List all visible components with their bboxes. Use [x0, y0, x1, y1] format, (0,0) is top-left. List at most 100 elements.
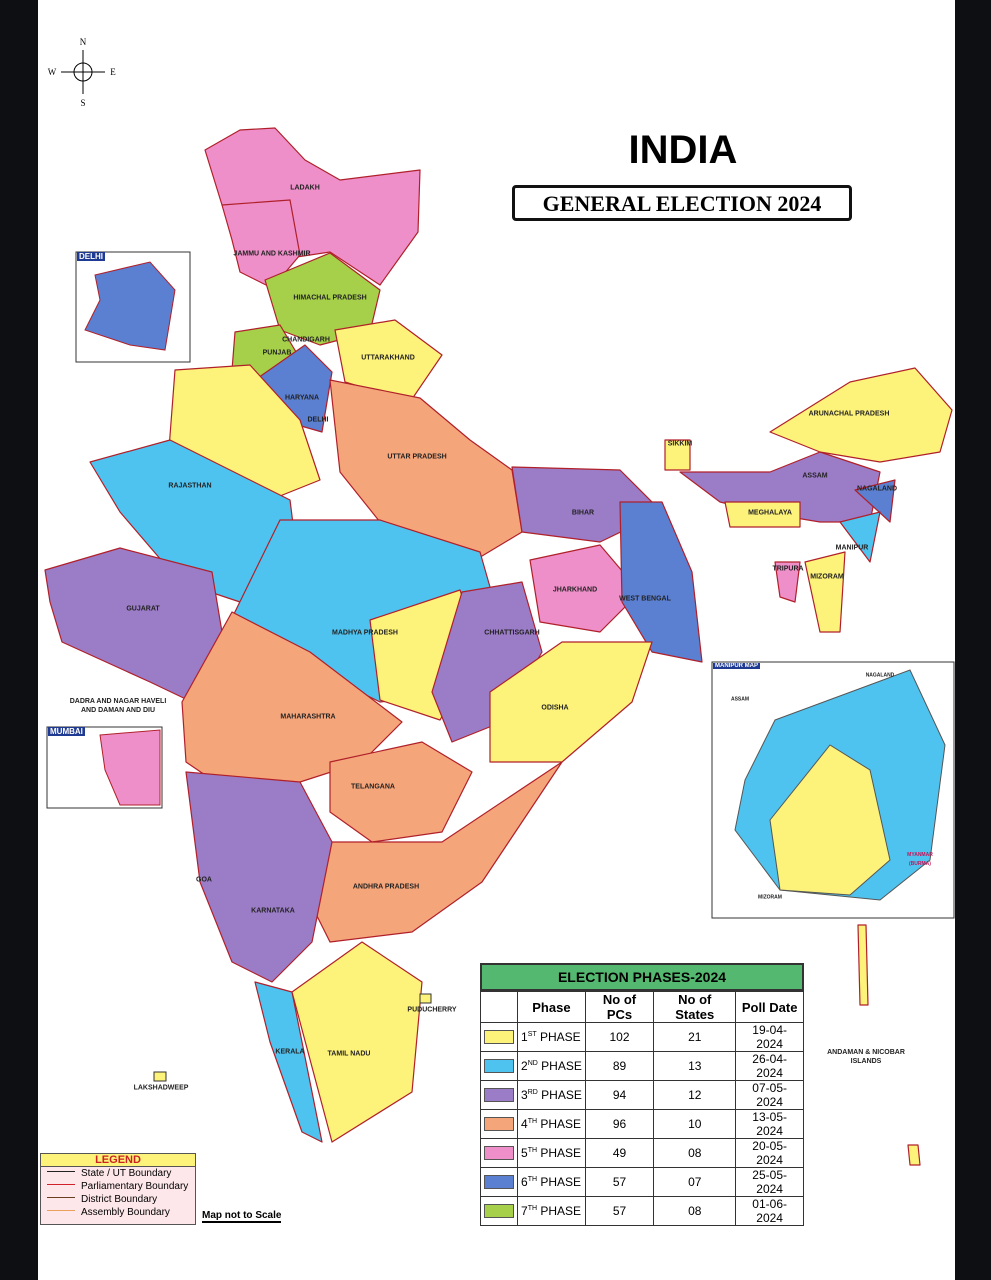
state-label: NAGALAND [856, 485, 898, 493]
state-label: BIHAR [571, 509, 595, 517]
legend-label: State / UT Boundary [81, 1168, 172, 1179]
swatch [484, 1175, 514, 1190]
state-label: HIMACHAL PRADESH [293, 294, 367, 302]
phase-cell: 7TH PHASE [517, 1196, 586, 1226]
state-label: JAMMU AND KASHMIR [233, 250, 311, 258]
nicobar [907, 1144, 921, 1166]
header-cell: No of PCs [584, 991, 655, 1023]
state-label: CHANDIGARH [282, 336, 330, 344]
state-label: HARYANA [284, 394, 320, 402]
inset-label: MIZORAM [758, 894, 782, 901]
delhi-inset-title: DELHI [77, 252, 105, 261]
header-cell: Phase [517, 991, 586, 1023]
phase-word: PHASE [539, 1030, 581, 1044]
swatch [484, 1146, 514, 1161]
phase-word: PHASE [541, 1088, 582, 1102]
header-cell [480, 991, 518, 1023]
date-cell: 20-05-2024 [735, 1138, 804, 1168]
compass-e: E [110, 67, 116, 77]
states-cell: 21 [653, 1022, 737, 1052]
phase-num: 5 [521, 1146, 528, 1160]
pcs-cell: 102 [584, 1022, 655, 1052]
state-label: DADRA AND NAGAR HAVELI AND DAMAN AND DIU [69, 698, 167, 714]
state-label: ODISHA [541, 704, 569, 712]
state-label: LAKSHADWEEP [133, 1084, 189, 1092]
phase-swatch [480, 1051, 518, 1081]
odisha [489, 641, 653, 763]
phases-table: ELECTION PHASES-2024 Phase No of PCs No of… [480, 963, 804, 1226]
phase-num: 2 [521, 1059, 528, 1073]
swatch [484, 1204, 514, 1219]
kerala [254, 981, 323, 1143]
phase-word: PHASE [541, 1059, 582, 1073]
sikkim [664, 439, 691, 471]
state-label: LADAKH [290, 184, 320, 192]
phase-num: 4 [521, 1117, 528, 1131]
states-cell: 08 [653, 1196, 737, 1226]
mizoram [804, 551, 846, 633]
phase-swatch [480, 1080, 518, 1110]
swatch [484, 1030, 514, 1045]
phase-swatch [480, 1138, 518, 1168]
lakshadweep-marker [153, 1071, 167, 1082]
phase-cell: 1ST PHASE [517, 1022, 586, 1052]
phase-cell: 2ND PHASE [517, 1051, 586, 1081]
table-header: Phase No of PCs No of States Poll Date [480, 991, 804, 1023]
phase-swatch [480, 1196, 518, 1226]
phase-swatch [480, 1167, 518, 1197]
phase-sup: ND [527, 1060, 538, 1067]
state-label: UTTAR PRADESH [387, 453, 447, 461]
legend-line [47, 1184, 75, 1186]
state-label: GUJARAT [126, 605, 160, 613]
state-label: PUDUCHERRY [407, 1006, 457, 1014]
legend-item: Parliamentary Boundary [41, 1180, 195, 1193]
phase-sup: TH [527, 1176, 538, 1183]
telangana [329, 741, 473, 843]
state-label: MIZORAM [810, 573, 844, 581]
phase-sup: TH [527, 1147, 538, 1154]
state-label: KERALA [275, 1048, 305, 1056]
state-label: ANDAMAN & NICOBAR ISLANDS [827, 1049, 905, 1065]
phase-num: 1 [521, 1030, 528, 1044]
tripura [774, 561, 801, 603]
state-label: SIKKIM [667, 440, 693, 448]
states-cell: 13 [653, 1051, 737, 1081]
table-row: 4TH PHASE 96 10 13-05-2024 [480, 1109, 804, 1139]
legend-items: State / UT Boundary Parliamentary Boundar… [41, 1167, 195, 1219]
nagaland [854, 479, 896, 523]
table-row: 7TH PHASE 57 08 01-06-2024 [480, 1196, 804, 1226]
date-cell: 19-04-2024 [735, 1022, 804, 1052]
state-label: KARNATAKA [251, 907, 295, 915]
legend-label: Assembly Boundary [81, 1207, 170, 1218]
state-label: JHARKHAND [552, 586, 598, 594]
phase-word: PHASE [540, 1204, 582, 1218]
inset-label: MYANMAR (BURMA) [907, 852, 933, 867]
state-label: WEST BENGAL [619, 595, 671, 603]
states-cell: 12 [653, 1080, 737, 1110]
legend-title: LEGEND [41, 1154, 195, 1167]
state-label: ARUNACHAL PRADESH [808, 410, 890, 418]
arunachal [769, 367, 953, 463]
pcs-cell: 57 [584, 1196, 655, 1226]
date-cell: 13-05-2024 [735, 1109, 804, 1139]
legend-label: Parliamentary Boundary [81, 1181, 189, 1192]
delhi-shape [84, 261, 176, 351]
scale-note: Map not to Scale [202, 1210, 282, 1223]
date-cell: 07-05-2024 [735, 1080, 804, 1110]
legend-item: Assembly Boundary [41, 1206, 195, 1219]
table-row: 1ST PHASE 102 21 19-04-2024 [480, 1022, 804, 1052]
legend-label: District Boundary [81, 1194, 158, 1205]
phase-sup: RD [527, 1089, 538, 1096]
phase-num: 7 [521, 1204, 528, 1218]
phase-cell: 4TH PHASE [517, 1109, 586, 1139]
states-cell: 10 [653, 1109, 737, 1139]
swatch [484, 1059, 514, 1074]
table-body: 1ST PHASE 102 21 19-04-2024 2ND PHASE 89 13 26-… [480, 1022, 804, 1226]
date-cell: 01-06-2024 [735, 1196, 804, 1226]
state-label: DELHI [307, 416, 329, 424]
pcs-cell: 94 [584, 1080, 655, 1110]
state-label: ASSAM [802, 472, 828, 480]
table-row: 5TH PHASE 49 08 20-05-2024 [480, 1138, 804, 1168]
manipur [839, 511, 881, 563]
